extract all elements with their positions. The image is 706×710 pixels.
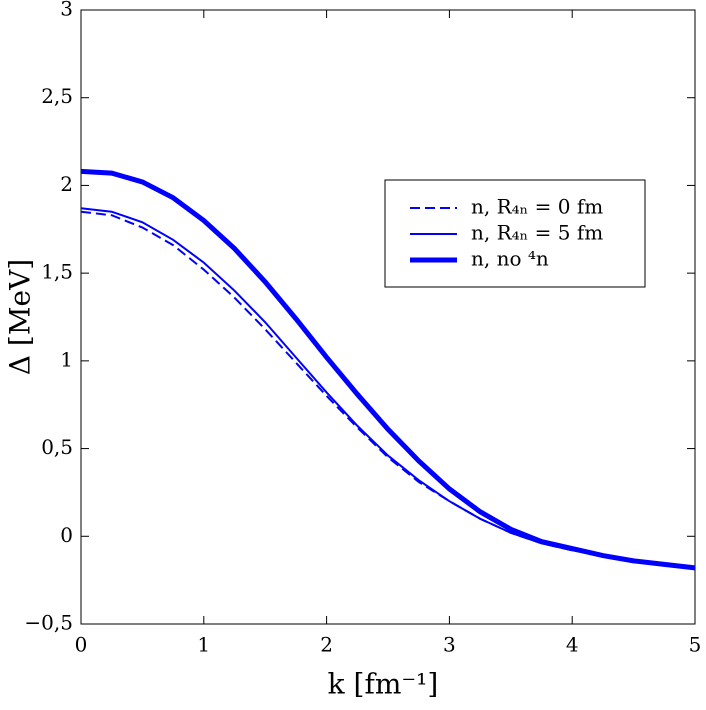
y-tick-label: 0,5 <box>41 435 73 459</box>
y-tick-label: 0 <box>60 523 73 547</box>
x-tick-label: 4 <box>566 633 579 657</box>
x-tick-label: 0 <box>75 633 88 657</box>
plot-frame <box>80 9 696 625</box>
legend-label: n, R₄ₙ = 0 fm <box>471 195 603 219</box>
y-tick-label: 2 <box>60 172 73 196</box>
y-axis-label: Δ [MeV] <box>4 259 37 375</box>
y-tick-label: 3 <box>60 0 73 21</box>
y-tick-label: 1,5 <box>41 260 73 284</box>
x-tick-label: 2 <box>320 633 333 657</box>
y-tick-label: 2,5 <box>41 84 73 108</box>
x-tick-label: 3 <box>443 633 456 657</box>
y-tick-label: −0,5 <box>24 611 73 635</box>
series-line <box>80 168 696 571</box>
x-tick-label: 5 <box>689 633 702 657</box>
legend-label: n, no ⁴n <box>471 247 549 271</box>
x-axis-label: k [fm⁻¹] <box>328 668 439 701</box>
x-tick-label: 1 <box>197 633 210 657</box>
legend-label: n, R₄ₙ = 5 fm <box>471 221 603 245</box>
y-tick-label: 1 <box>60 347 73 371</box>
